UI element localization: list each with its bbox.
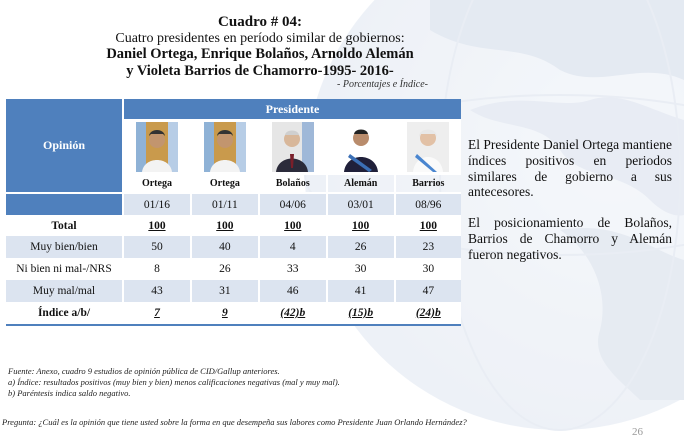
cell: 8 [122, 258, 191, 280]
column-name: Alemán [325, 175, 395, 193]
cell: 43 [122, 280, 191, 302]
president-header: Presidente [122, 99, 461, 119]
footnotes: Fuente: Anexo, cuadro 9 estudios de opin… [8, 366, 340, 399]
commentary: El Presidente Daniel Ortega mantiene índ… [468, 137, 672, 277]
table-title: Cuadro # 04: Cuatro presidentes en perío… [70, 14, 450, 90]
column-date: 01/16 [122, 192, 191, 215]
survey-question: Pregunta: ¿Cuál es la opinión que tiene … [2, 417, 467, 427]
photo-aleman [325, 119, 395, 175]
bolanos-portrait [271, 122, 314, 172]
ortega-portrait [135, 122, 178, 172]
table-row: Total 100 100 100 100 100 [6, 215, 461, 236]
opinion-header: Opinión [6, 99, 123, 194]
row-label: Ni bien ni mal-/NRS [6, 258, 123, 280]
cell: 26 [325, 236, 395, 258]
column-name: Barrios [393, 175, 461, 193]
column-date: 08/96 [393, 192, 461, 215]
cell: 100 [257, 215, 327, 236]
commentary-paragraph-2: El posicionamiento de Bolaños, Barrios d… [468, 215, 672, 262]
row-label: Muy bien/bien [6, 236, 123, 258]
table-row: Muy mal/mal 43 31 46 41 47 [6, 280, 461, 302]
cell: 50 [122, 236, 191, 258]
cell: 100 [393, 215, 461, 236]
photo-bolanos [257, 119, 327, 175]
title-line-3: Daniel Ortega, Enrique Bolaños, Arnoldo … [106, 46, 414, 63]
source-note: Fuente: Anexo, cuadro 9 estudios de opin… [8, 366, 280, 376]
cell: 31 [189, 280, 259, 302]
note-a: a) Índice: resultados positivos (muy bie… [8, 376, 340, 387]
column-name: Ortega [122, 175, 191, 193]
photo-ortega-2016 [122, 119, 191, 175]
cell: 41 [325, 280, 395, 302]
cell: 100 [325, 215, 395, 236]
cell: 46 [257, 280, 327, 302]
commentary-paragraph-1: El Presidente Daniel Ortega mantiene índ… [468, 137, 672, 200]
row-label: Total [6, 215, 123, 236]
table-row: Índice a/b/ 7 9 (42)b (15)b (24)b [6, 302, 461, 326]
row-label: Índice a/b/ [6, 302, 123, 326]
aleman-portrait [339, 122, 382, 172]
cell: (42)b [257, 302, 327, 326]
cell: 30 [325, 258, 395, 280]
note-b: b) Paréntesis indica saldo negativo. [8, 387, 131, 398]
page-number: 26 [632, 426, 643, 438]
cell: 100 [122, 215, 191, 236]
barrios-portrait [407, 122, 450, 172]
column-date: 01/11 [189, 192, 259, 215]
column-name: Bolaños [257, 175, 327, 193]
column-name: Ortega [189, 175, 259, 193]
cuadro-number: Cuadro # 04: [218, 14, 302, 30]
cell: 30 [393, 258, 461, 280]
cell: 100 [189, 215, 259, 236]
opinion-table: Opinión Presidente [6, 99, 461, 326]
title-line-4: y Violeta Barrios de Chamorro-1995- 2016… [126, 62, 394, 79]
column-date: 03/01 [325, 192, 395, 215]
photo-barrios [393, 119, 461, 175]
cell: (15)b [325, 302, 395, 326]
cell: 7 [122, 302, 191, 326]
column-date: 04/06 [257, 192, 327, 215]
cell: 40 [189, 236, 259, 258]
table-row: Ni bien ni mal-/NRS 8 26 33 30 30 [6, 258, 461, 280]
title-subtitle: - Porcentajes e Índice- [337, 78, 428, 90]
cell: 9 [189, 302, 259, 326]
opinion-header-spacer [6, 193, 123, 215]
ortega-portrait [203, 122, 246, 172]
row-label: Muy mal/mal [6, 280, 123, 302]
title-line-2: Cuatro presidentes en período similar de… [115, 30, 405, 46]
cell: 4 [257, 236, 327, 258]
cell: 26 [189, 258, 259, 280]
cell: 33 [257, 258, 327, 280]
cell: (24)b [393, 302, 461, 326]
cell: 23 [393, 236, 461, 258]
cell: 47 [393, 280, 461, 302]
table-row: Muy bien/bien 50 40 4 26 23 [6, 236, 461, 258]
photo-ortega-2011 [189, 119, 259, 175]
